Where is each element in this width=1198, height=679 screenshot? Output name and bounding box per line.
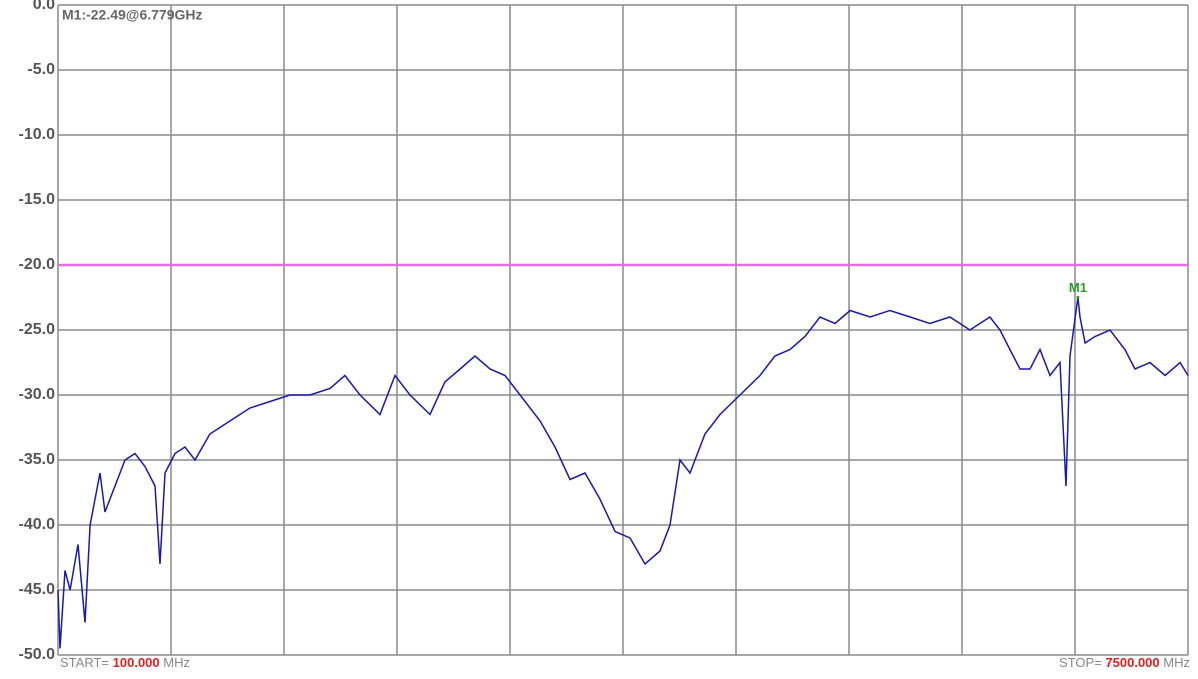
y-tick-label: -30.0 [19, 386, 56, 403]
grid [57, 4, 1189, 656]
start-text: START= 100.000 MHz [60, 655, 190, 670]
start-unit: MHz [163, 655, 190, 670]
y-tick-label: 0.0 [33, 0, 55, 13]
marker-annotation: M1:-22.49@6.779GHz [62, 7, 203, 23]
marker-label: M1 [1069, 280, 1087, 295]
trace [57, 297, 1189, 649]
start-value: 100.000 [113, 655, 160, 670]
y-tick-label: -35.0 [19, 451, 56, 468]
y-tick-label: -25.0 [19, 321, 56, 338]
stop-value: 7500.000 [1105, 655, 1159, 670]
y-tick-label: -40.0 [19, 516, 56, 533]
stop-label: STOP= [1059, 655, 1102, 670]
y-tick-label: -50.0 [19, 646, 56, 663]
y-tick-label: -10.0 [19, 126, 56, 143]
stop-unit: MHz [1163, 655, 1190, 670]
y-tick-label: -20.0 [19, 256, 56, 273]
y-tick-label: -45.0 [19, 581, 56, 598]
stop-text: STOP= 7500.000 MHz [1059, 655, 1190, 670]
plot: M1 [57, 263, 1189, 649]
start-label: START= [60, 655, 109, 670]
marker-point [1076, 295, 1080, 299]
y-tick-label: -15.0 [19, 191, 56, 208]
y-tick-label: -5.0 [27, 61, 55, 78]
